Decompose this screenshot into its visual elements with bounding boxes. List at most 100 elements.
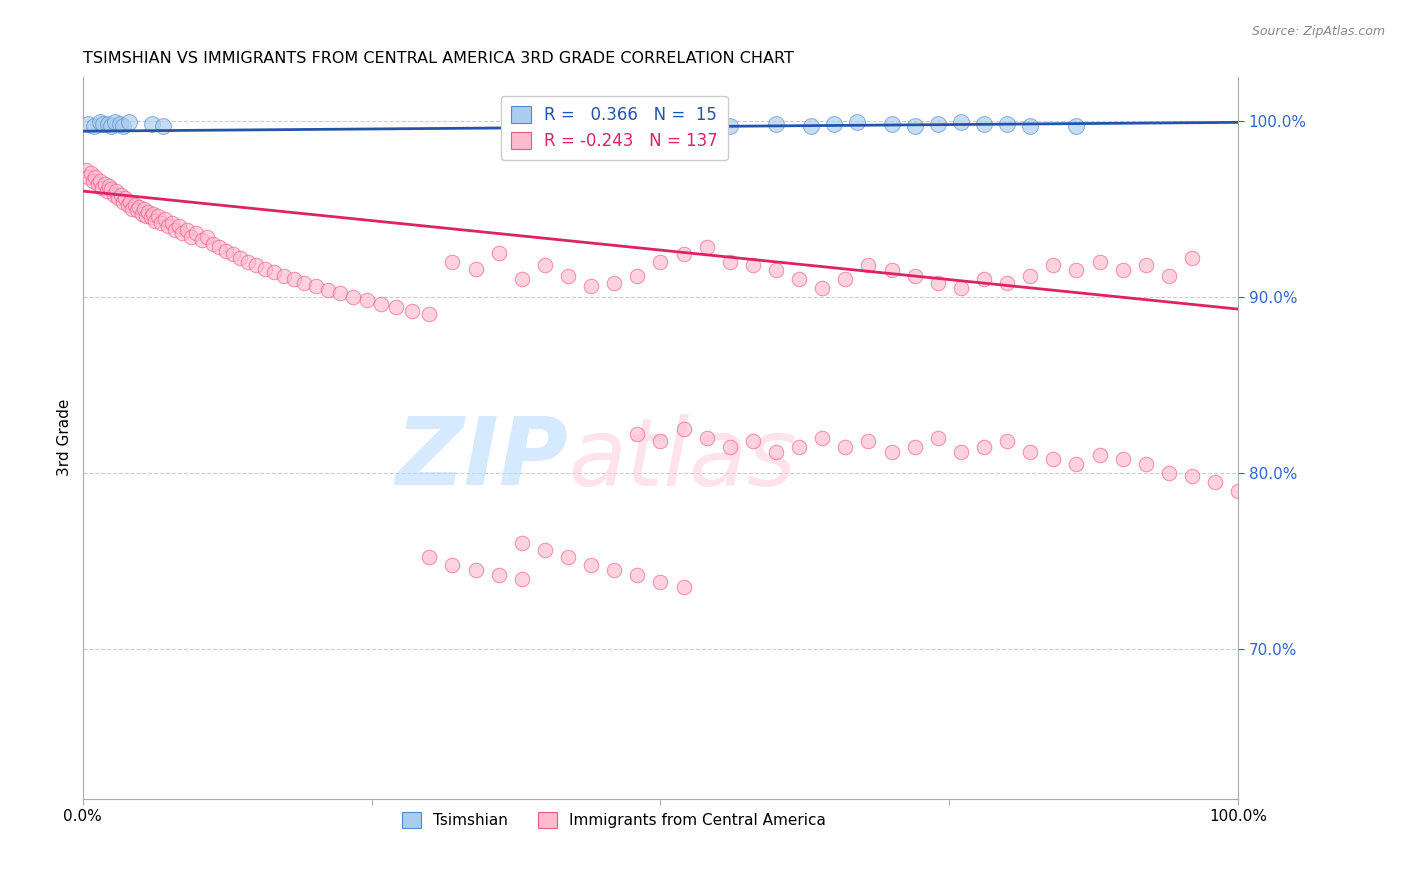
Text: Source: ZipAtlas.com: Source: ZipAtlas.com <box>1251 25 1385 38</box>
Point <box>184 227 207 241</box>
Point <box>112 194 135 209</box>
Point <box>823 117 845 131</box>
Point <box>579 558 602 572</box>
Point <box>488 568 510 582</box>
Point <box>1111 263 1133 277</box>
Point <box>534 543 557 558</box>
Point <box>329 286 352 301</box>
Point <box>880 263 903 277</box>
Point <box>89 173 111 187</box>
Point <box>152 119 174 133</box>
Point <box>118 115 141 129</box>
Point <box>208 240 231 254</box>
Point <box>342 290 364 304</box>
Point <box>510 572 533 586</box>
Legend: Tsimshian, Immigrants from Central America: Tsimshian, Immigrants from Central Ameri… <box>396 806 832 835</box>
Point <box>384 301 406 315</box>
Text: ZIP: ZIP <box>395 413 568 506</box>
Point <box>811 431 834 445</box>
Point <box>1066 119 1088 133</box>
Point <box>139 211 162 225</box>
Point <box>741 434 763 449</box>
Point <box>626 427 648 442</box>
Point <box>441 254 464 268</box>
Point <box>672 247 695 261</box>
Point <box>1181 469 1204 483</box>
Point <box>973 272 995 286</box>
Point <box>157 219 180 234</box>
Point <box>401 304 423 318</box>
Point <box>904 119 927 133</box>
Point <box>800 119 823 133</box>
Point <box>142 207 165 221</box>
Point <box>125 203 148 218</box>
Point <box>696 240 718 254</box>
Point <box>100 182 122 196</box>
Point <box>1204 475 1226 489</box>
Point <box>163 223 186 237</box>
Point <box>245 258 267 272</box>
Point <box>718 254 741 268</box>
Point <box>294 276 316 290</box>
Point <box>107 191 129 205</box>
Point <box>765 117 787 131</box>
Point <box>112 119 135 133</box>
Point <box>121 202 143 216</box>
Point <box>160 216 183 230</box>
Point <box>77 169 100 184</box>
Point <box>82 173 104 187</box>
Point <box>1019 268 1042 283</box>
Point <box>1066 263 1088 277</box>
Point <box>603 563 626 577</box>
Point <box>973 117 995 131</box>
Point <box>579 279 602 293</box>
Point <box>557 550 579 565</box>
Point <box>603 276 626 290</box>
Point <box>141 117 163 131</box>
Text: TSIMSHIAN VS IMMIGRANTS FROM CENTRAL AMERICA 3RD GRADE CORRELATION CHART: TSIMSHIAN VS IMMIGRANTS FROM CENTRAL AME… <box>83 51 793 66</box>
Point <box>176 223 198 237</box>
Point <box>995 117 1018 131</box>
Point <box>1088 254 1111 268</box>
Point <box>418 550 440 565</box>
Point <box>696 431 718 445</box>
Point <box>167 219 190 234</box>
Point <box>124 198 146 212</box>
Point <box>1157 268 1180 283</box>
Point <box>79 166 101 180</box>
Point <box>880 444 903 458</box>
Point <box>96 184 118 198</box>
Point <box>273 268 295 283</box>
Text: atlas: atlas <box>568 414 796 505</box>
Point <box>316 283 339 297</box>
Point <box>356 293 378 308</box>
Point <box>100 119 122 133</box>
Point <box>927 117 949 131</box>
Point <box>765 444 787 458</box>
Point <box>510 536 533 550</box>
Point <box>718 119 741 133</box>
Point <box>1066 457 1088 471</box>
Point <box>190 234 212 248</box>
Point <box>741 258 763 272</box>
Point <box>1088 448 1111 462</box>
Point <box>93 177 115 191</box>
Point <box>811 281 834 295</box>
Point <box>488 245 510 260</box>
Point <box>904 268 927 283</box>
Point <box>995 276 1018 290</box>
Point <box>557 268 579 283</box>
Point <box>75 163 97 178</box>
Point <box>114 191 136 205</box>
Point <box>1227 483 1250 498</box>
Point <box>927 431 949 445</box>
Point <box>672 581 695 595</box>
Y-axis label: 3rd Grade: 3rd Grade <box>58 399 72 476</box>
Point <box>86 177 108 191</box>
Point <box>91 180 114 194</box>
Point <box>236 254 259 268</box>
Point <box>464 261 486 276</box>
Point <box>858 258 880 272</box>
Point <box>97 117 120 131</box>
Point <box>718 440 741 454</box>
